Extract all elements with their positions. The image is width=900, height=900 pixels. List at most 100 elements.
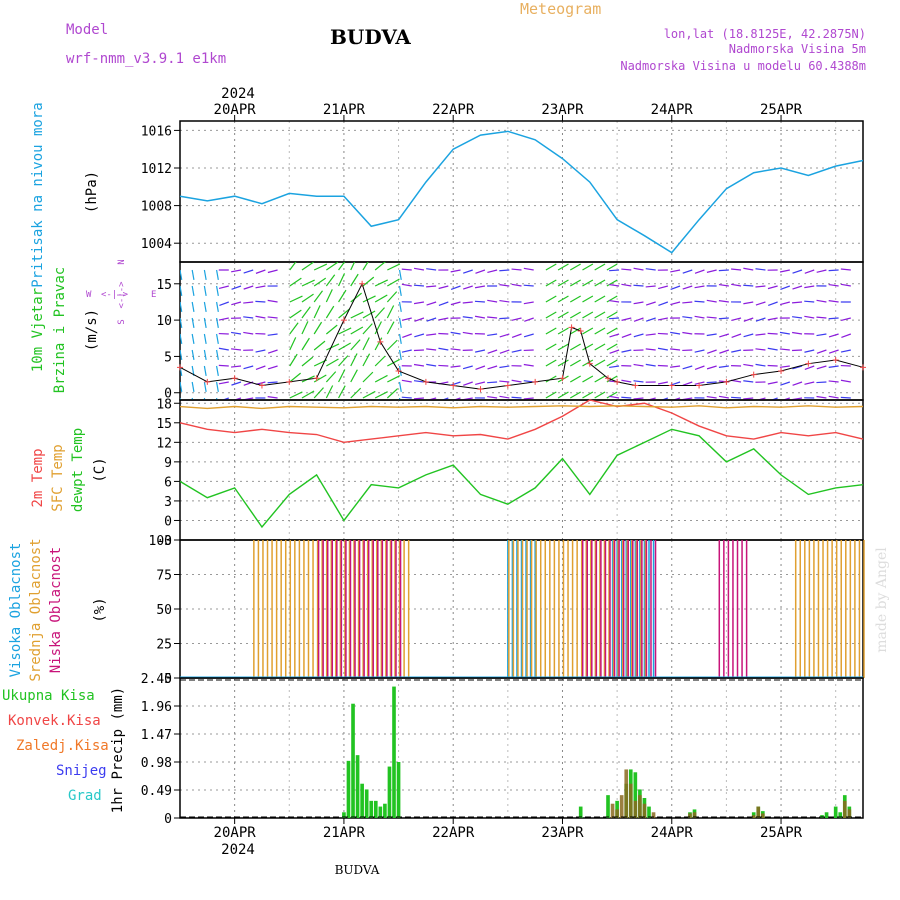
wind-arrow (387, 375, 401, 383)
wind-panel: 15 10 5 0 (156, 261, 866, 402)
wind-arrow (840, 379, 851, 383)
wind-arrow (387, 263, 401, 271)
wind-arrow (840, 283, 851, 287)
wind-arrow (719, 349, 730, 354)
wind-arrow (215, 269, 219, 280)
wind-arrow (582, 391, 594, 399)
wind-arrow (350, 311, 364, 319)
wind-arrow (374, 391, 388, 399)
wind-arrow (743, 301, 754, 305)
wind-arrow (569, 279, 581, 287)
wind-arrow (792, 285, 803, 290)
wind-arrow (582, 343, 594, 351)
ytick-label: 0.98 (141, 756, 172, 771)
wind-arrow (569, 391, 581, 399)
wind-arrow (218, 285, 229, 290)
wind-gust-mark (477, 386, 484, 393)
wind-arrow (816, 349, 827, 354)
wind-arrow (499, 317, 510, 320)
wind-arrow (231, 269, 242, 273)
dewpt-line (179, 428, 864, 529)
wind-arrow (374, 374, 388, 383)
wind-arrow (499, 299, 510, 303)
wind-arrow (180, 269, 183, 280)
wind-arrow (462, 365, 473, 370)
wind-arrow (670, 331, 681, 335)
wind-arrow (215, 349, 219, 360)
wind-arrow (313, 387, 324, 399)
precip-convective-bar (751, 815, 756, 818)
wind-arrow (523, 301, 534, 305)
wind-arrow (180, 333, 183, 344)
wind-arrow (203, 381, 207, 392)
compass-north: N (117, 259, 127, 264)
wind-arrow (804, 269, 815, 274)
wind-arrow (350, 339, 361, 351)
wind-arrow (475, 381, 486, 385)
wind-gust-mark (577, 328, 584, 334)
wind-arrow (511, 317, 522, 321)
ytick-label: 50 (156, 603, 172, 618)
wind-arrow (658, 301, 669, 306)
wind-arrow (557, 391, 569, 399)
wind-arrow (255, 269, 266, 274)
wind-arrow (255, 285, 266, 289)
wind-arrow (682, 285, 693, 290)
wind-arrow (374, 279, 389, 287)
wind-arrow (267, 365, 278, 370)
wind-arrow (414, 317, 425, 322)
wind-arrow (694, 315, 705, 319)
wind-arrow (243, 316, 254, 319)
wind-gust-mark (723, 378, 730, 385)
wind-arrow (621, 268, 632, 271)
ytick-label: 9 (164, 456, 172, 471)
precip-convective-bar (688, 813, 692, 818)
wind-gust-mark (568, 324, 575, 331)
precip-total-bar (578, 806, 583, 818)
wind-arrow (621, 396, 632, 399)
wind-arrow (682, 381, 693, 386)
wind-arrow (816, 381, 827, 384)
wind-arrow (350, 369, 358, 383)
wind-arrow (350, 292, 362, 303)
wind-arrow (582, 263, 594, 271)
wind-arrow (426, 363, 437, 367)
ytick-label: 25 (156, 638, 172, 653)
wind-arrow (426, 317, 437, 322)
precip-convective-bar (756, 806, 761, 818)
wind-arrow (499, 365, 510, 369)
wind-arrow (413, 363, 425, 367)
wind-arrow (594, 263, 606, 271)
wind-arrow (606, 359, 618, 367)
precip-total-bar (396, 762, 401, 818)
wind-arrow (463, 285, 473, 290)
wind-gust-mark (860, 364, 866, 371)
wind-arrow (267, 299, 278, 303)
wind-arrow (828, 269, 839, 272)
wind-gust-mark (258, 382, 265, 389)
wind-arrow (755, 333, 766, 336)
wind-arrow (609, 365, 620, 369)
wind-arrow (475, 269, 486, 274)
wind-arrow (523, 284, 534, 287)
wind-arrow (523, 397, 534, 400)
pressure-ylabel-group: Pritisak na nivou mora (hPa) (30, 102, 100, 287)
wind-arrow (191, 285, 195, 296)
wind-arrow (450, 348, 461, 351)
ytick-label: 0 (164, 812, 172, 827)
wind-arrow (398, 317, 402, 328)
wind-arrow (401, 396, 412, 399)
temp-ylabel-dewpt: dewpt Temp (70, 428, 86, 512)
wind-arrow (828, 349, 839, 354)
wind-arrow (633, 284, 644, 287)
wind-arrow (362, 262, 369, 271)
bottom-year-label: 2024 (221, 842, 255, 858)
ytick-label: 6 (164, 475, 172, 490)
wind-arrow (523, 267, 534, 271)
precip-convective-bar (651, 812, 656, 818)
bottom-day-label: 22APR (432, 825, 475, 841)
wind-arrow (594, 311, 606, 319)
cloud-ylabel-high: Visoka Oblacnost (8, 543, 24, 678)
wind-arrow (426, 301, 437, 306)
precip-total-bar (751, 812, 756, 818)
